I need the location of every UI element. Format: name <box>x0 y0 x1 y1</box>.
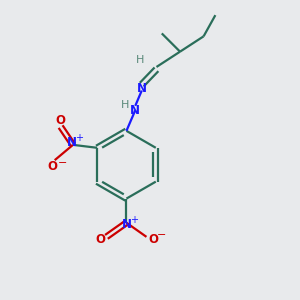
Text: N: N <box>122 218 131 231</box>
Text: −: − <box>57 158 67 168</box>
Text: O: O <box>47 160 57 173</box>
Text: O: O <box>95 233 105 246</box>
Text: H: H <box>121 100 129 110</box>
Text: +: + <box>130 215 138 225</box>
Text: O: O <box>148 233 158 246</box>
Text: N: N <box>137 82 147 95</box>
Text: H: H <box>136 56 145 65</box>
Text: +: + <box>76 134 83 143</box>
Text: −: − <box>157 230 166 240</box>
Text: O: O <box>55 114 65 127</box>
Text: N: N <box>67 136 76 149</box>
Text: N: N <box>130 104 140 117</box>
